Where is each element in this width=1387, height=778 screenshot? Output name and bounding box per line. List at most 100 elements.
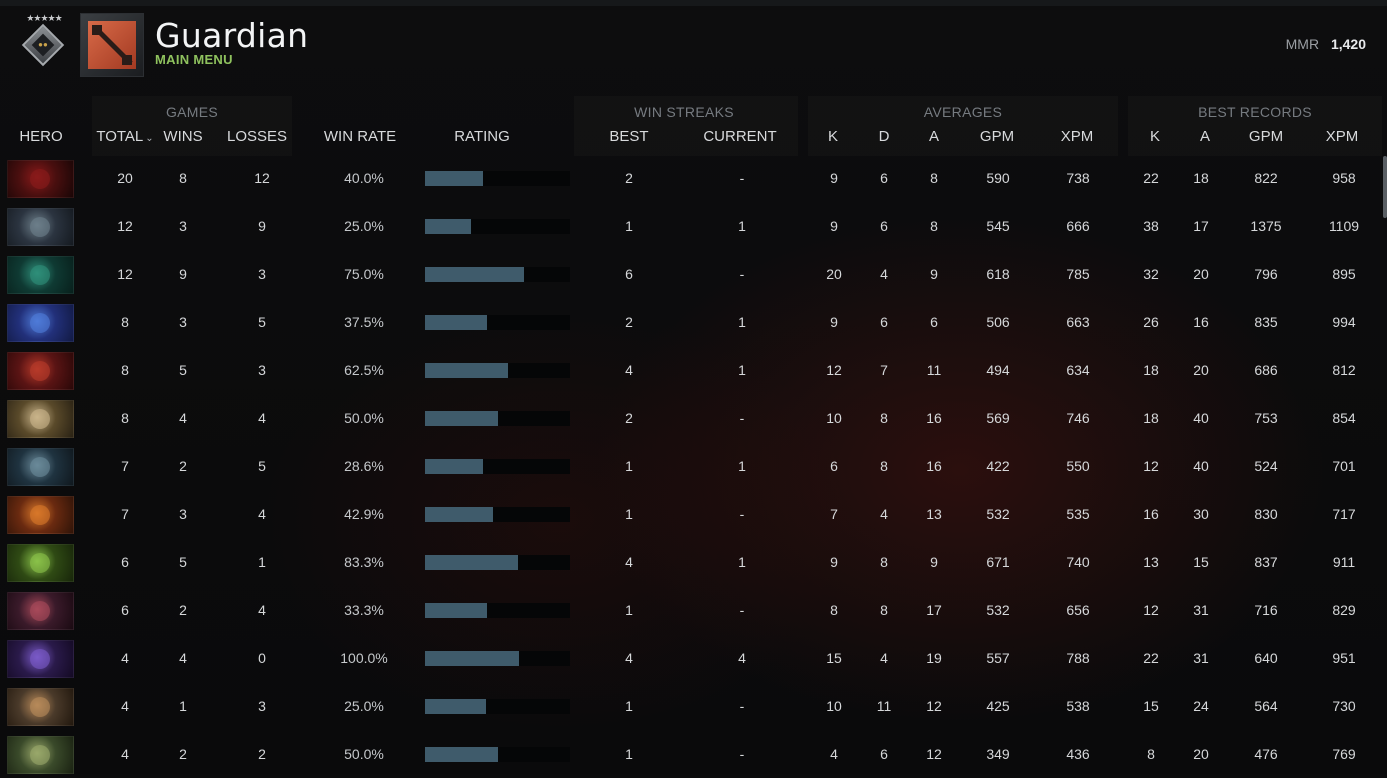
cell-best-gpm: 1375 <box>1250 218 1282 234</box>
cell-avg-deaths: 11 <box>876 698 892 714</box>
mmr-label: MMR <box>1285 36 1320 52</box>
rating-bar-fill <box>425 219 471 234</box>
cell-avg-kills: 15 <box>826 650 842 666</box>
column-header-avg-assists[interactable]: A <box>928 128 939 145</box>
column-header-wins[interactable]: WINS <box>163 128 203 145</box>
page-title: Guardian <box>155 16 309 55</box>
column-header-total[interactable]: TOTAL ⌄ <box>92 128 158 145</box>
cell-best-streak: 4 <box>625 554 633 570</box>
column-header-win-rate[interactable]: WIN RATE <box>323 128 397 145</box>
cell-losses: 3 <box>258 362 266 378</box>
averages-group-header: AVERAGES <box>923 104 1003 120</box>
table-row[interactable]: 7 2 5 28.6% 1 1 6 8 16 422 550 12 40 524 701 <box>0 442 1387 490</box>
hero-portrait-icon-armored-knight[interactable] <box>7 448 74 486</box>
cell-avg-deaths: 4 <box>880 266 888 282</box>
table-row[interactable]: 8 3 5 37.5% 2 1 9 6 6 506 663 26 16 835 994 <box>0 298 1387 346</box>
column-header-avg-kills[interactable]: K <box>827 128 838 145</box>
cell-avg-kills: 9 <box>830 218 838 234</box>
cell-avg-xpm: 785 <box>1066 266 1090 282</box>
hero-portrait-icon-blue-creature[interactable] <box>7 304 74 342</box>
cell-best-assists: 15 <box>1193 554 1209 570</box>
hero-portrait-icon-dwarf-engineer[interactable] <box>7 688 74 726</box>
table-row[interactable]: 12 9 3 75.0% 6 - 20 4 9 618 785 32 20 796 895 <box>0 250 1387 298</box>
table-row[interactable]: 6 5 1 83.3% 4 1 9 8 9 671 740 13 15 837 911 <box>0 538 1387 586</box>
cell-best-streak: 1 <box>625 458 633 474</box>
cell-best-streak: 2 <box>625 410 633 426</box>
cell-total-games: 6 <box>121 602 129 618</box>
column-header-avg-gpm[interactable]: GPM <box>979 128 1015 145</box>
column-header-avg-xpm[interactable]: XPM <box>1060 128 1094 145</box>
cell-best-xpm: 911 <box>1332 554 1356 570</box>
hero-portrait-icon-red-warrior[interactable] <box>7 352 74 390</box>
hero-portrait-icon-flame-beast[interactable] <box>7 496 74 534</box>
column-header-losses[interactable]: LOSSES <box>226 128 288 145</box>
column-header-best-assists[interactable]: A <box>1199 128 1210 145</box>
table-row[interactable]: 6 2 4 33.3% 1 - 8 8 17 532 656 12 31 716 829 <box>0 586 1387 634</box>
cell-best-kills: 8 <box>1147 746 1155 762</box>
cell-win-rate: 83.3% <box>344 554 384 570</box>
cell-best-xpm: 1109 <box>1328 218 1360 234</box>
table-row[interactable]: 8 4 4 50.0% 2 - 10 8 16 569 746 18 40 753 854 <box>0 394 1387 442</box>
column-header-hero[interactable]: HERO <box>19 128 63 145</box>
table-row[interactable]: 4 1 3 25.0% 1 - 10 11 12 425 538 15 24 564 730 <box>0 682 1387 730</box>
cell-best-xpm: 717 <box>1332 506 1356 522</box>
cell-current-streak: - <box>739 410 745 426</box>
table-row[interactable]: 20 8 12 40.0% 2 - 9 6 8 590 738 22 18 822 958 <box>0 154 1387 202</box>
cell-avg-xpm: 746 <box>1066 410 1090 426</box>
cell-best-kills: 32 <box>1143 266 1159 282</box>
table-row[interactable]: 12 3 9 25.0% 1 1 9 6 8 545 666 38 17 1375 1109 <box>0 202 1387 250</box>
cell-best-streak: 1 <box>625 746 633 762</box>
win-streaks-group-header: WIN STREAKS <box>634 104 734 120</box>
cell-best-streak: 1 <box>625 218 633 234</box>
hero-portrait-icon-ogre-brute[interactable] <box>7 736 74 774</box>
cell-avg-gpm: 557 <box>986 650 1010 666</box>
hero-portrait-icon-hooded-assassin[interactable] <box>7 208 74 246</box>
cell-best-gpm: 476 <box>1254 746 1278 762</box>
cell-avg-deaths: 4 <box>880 650 888 666</box>
cell-losses: 5 <box>258 458 266 474</box>
hero-portrait-icon-crimson-lord[interactable] <box>7 592 74 630</box>
hero-portrait-icon-bearded-elder[interactable] <box>7 400 74 438</box>
column-header-best-streak[interactable]: BEST <box>609 128 649 145</box>
column-header-avg-deaths[interactable]: D <box>878 128 890 145</box>
column-header-rating[interactable]: RATING <box>454 128 510 145</box>
cell-best-gpm: 822 <box>1254 170 1278 186</box>
cell-best-gpm: 524 <box>1254 458 1278 474</box>
cell-losses: 12 <box>254 170 270 186</box>
cell-avg-gpm: 545 <box>986 218 1010 234</box>
table-row[interactable]: 7 3 4 42.9% 1 - 7 4 13 532 535 16 30 830 717 <box>0 490 1387 538</box>
column-header-best-xpm[interactable]: XPM <box>1325 128 1359 145</box>
hero-portrait-icon-green-goblin[interactable] <box>7 544 74 582</box>
cell-total-games: 7 <box>121 506 129 522</box>
cell-avg-gpm: 532 <box>986 506 1010 522</box>
cell-current-streak: - <box>739 266 745 282</box>
cell-best-gpm: 753 <box>1254 410 1278 426</box>
cell-best-kills: 18 <box>1143 410 1159 426</box>
rating-bar-fill <box>425 747 498 762</box>
rating-bar-track <box>425 363 570 378</box>
cell-avg-kills: 20 <box>826 266 842 282</box>
rating-bar-track <box>425 315 570 330</box>
column-header-best-gpm[interactable]: GPM <box>1248 128 1284 145</box>
hero-portrait-icon-green-spirit[interactable] <box>7 256 74 294</box>
scrollbar-thumb[interactable] <box>1383 156 1387 218</box>
table-row[interactable]: 4 4 0 100.0% 4 4 15 4 19 557 788 22 31 640 951 <box>0 634 1387 682</box>
cell-avg-assists: 19 <box>926 650 942 666</box>
cell-avg-assists: 12 <box>926 698 942 714</box>
cell-best-xpm: 854 <box>1332 410 1356 426</box>
rating-bar-fill <box>425 315 487 330</box>
cell-best-assists: 31 <box>1193 650 1209 666</box>
cell-best-assists: 20 <box>1193 746 1209 762</box>
hero-portrait-icon-purple-mage[interactable] <box>7 640 74 678</box>
column-header-current-streak[interactable]: CURRENT <box>703 128 777 145</box>
column-header-best-kills[interactable]: K <box>1149 128 1160 145</box>
cell-win-rate: 62.5% <box>344 362 384 378</box>
table-row[interactable]: 4 2 2 50.0% 1 - 4 6 12 349 436 8 20 476 769 <box>0 730 1387 778</box>
cell-current-streak: 1 <box>738 458 746 474</box>
hero-portrait-icon-red-demon[interactable] <box>7 160 74 198</box>
cell-losses: 5 <box>258 314 266 330</box>
main-menu-link[interactable]: MAIN MENU <box>155 52 233 67</box>
table-row[interactable]: 8 5 3 62.5% 4 1 12 7 11 494 634 18 20 686 812 <box>0 346 1387 394</box>
cell-best-assists: 31 <box>1193 602 1209 618</box>
cell-losses: 4 <box>258 602 266 618</box>
